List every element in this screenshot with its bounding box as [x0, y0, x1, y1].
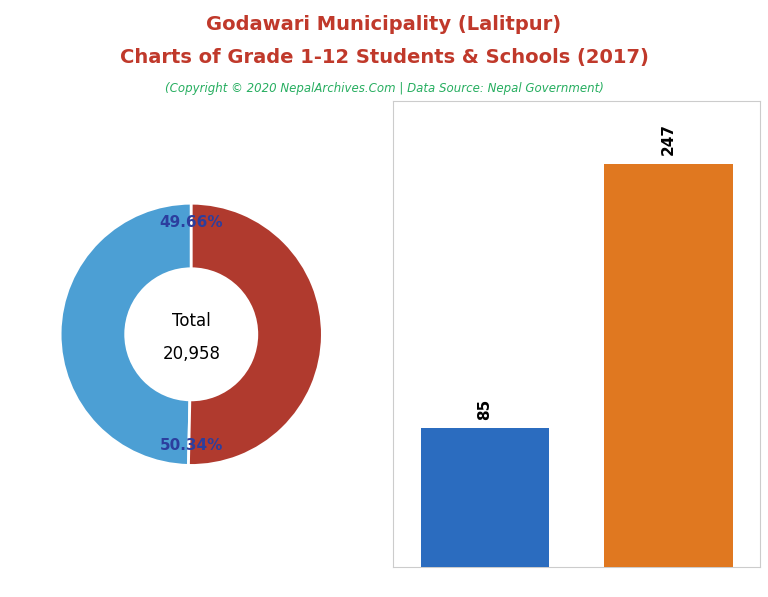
Wedge shape [188, 203, 323, 466]
Legend: Male Students (10,408), Female Students (10,550): Male Students (10,408), Female Students … [0, 590, 180, 597]
Text: 85: 85 [478, 399, 492, 420]
Text: (Copyright © 2020 NepalArchives.Com | Data Source: Nepal Government): (Copyright © 2020 NepalArchives.Com | Da… [164, 82, 604, 96]
Text: Charts of Grade 1-12 Students & Schools (2017): Charts of Grade 1-12 Students & Schools … [120, 48, 648, 67]
Text: 247: 247 [661, 124, 676, 155]
Text: 20,958: 20,958 [162, 345, 220, 363]
Text: 50.34%: 50.34% [160, 438, 223, 453]
Bar [604, 164, 733, 567]
Text: Total: Total [172, 312, 210, 330]
Text: Godawari Municipality (Lalitpur): Godawari Municipality (Lalitpur) [207, 15, 561, 34]
Bar [421, 428, 549, 567]
Wedge shape [60, 203, 191, 466]
Text: 49.66%: 49.66% [160, 216, 223, 230]
